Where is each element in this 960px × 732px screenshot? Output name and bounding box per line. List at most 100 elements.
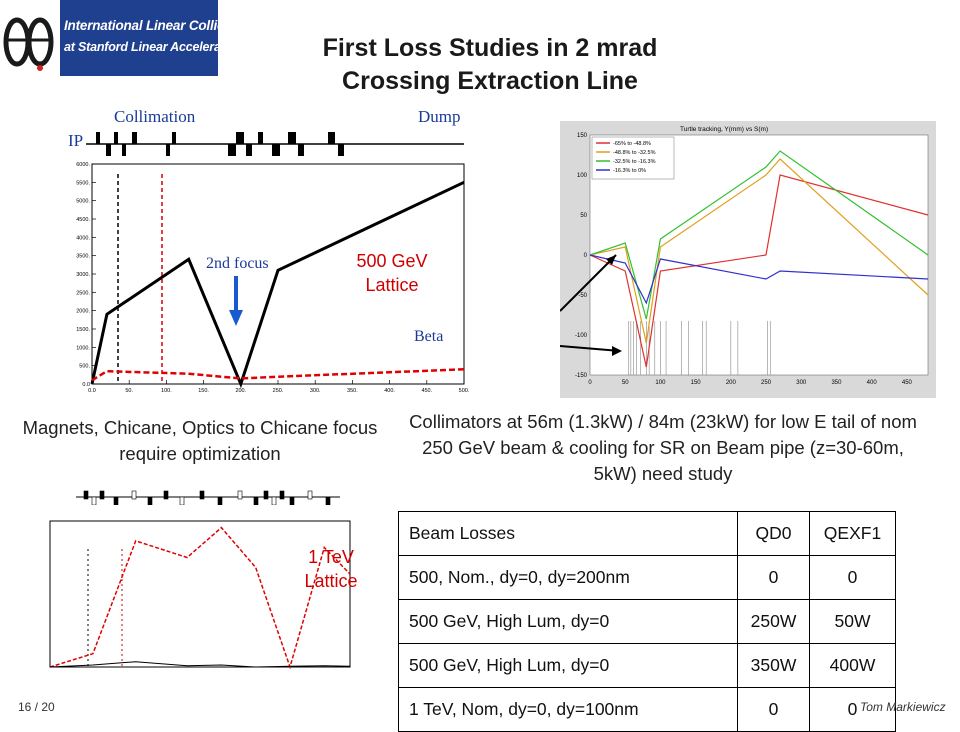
label-2nd-focus: 2nd focus [206, 255, 269, 272]
beta-function-figure-500gev: Collimation Dump IP 0.0 500. 1000. 1500. 200… [66, 104, 476, 400]
table-row: 500, Nom., dy=0, dy=200nm 0 0 [398, 555, 896, 600]
x-tick-label: 150. [198, 388, 209, 394]
magnet-element [172, 132, 176, 144]
magnet-element [147, 496, 153, 506]
y-tick-label: 3500. [76, 254, 90, 260]
ilc-logo: International Linear Collider at Stanfor… [0, 0, 218, 76]
magnet-element [166, 144, 170, 156]
legend-entry: -65% to -48.8% [613, 141, 651, 147]
magnet-element [179, 496, 185, 506]
y-tick-label: -50 [578, 293, 587, 299]
table-cell: 500, Nom., dy=0, dy=200nm [398, 555, 738, 600]
magnet-element [199, 490, 205, 500]
magnet-element [228, 144, 236, 156]
table-row: 500 GeV, High Lum, dy=0 250W 50W [398, 599, 896, 644]
magnet-element [122, 144, 126, 156]
lattice-label-1tev: 1 TeV Lattice [304, 547, 358, 591]
table-cell: 50W [809, 599, 896, 644]
x-tick-label: 350. [347, 388, 358, 394]
tracking-series-line [589, 158, 929, 344]
beta-function-figure-1tev [40, 489, 365, 684]
table-cell: 0 [809, 555, 896, 600]
legend-entry: -48.8% to -32.5% [613, 150, 656, 156]
legend-entry: -32.5% to -16.3% [613, 159, 656, 165]
turtle-tracking-plot: Turtle tracking, Y(mm) vs S(m) 150 100 50 0… [559, 121, 936, 398]
magnet-element [253, 496, 259, 506]
beta-x-line [90, 180, 465, 389]
y-tick-label: 0 [584, 253, 588, 259]
x-tick-label: 200. [235, 388, 246, 394]
page-number: 16 / 20 [18, 700, 55, 714]
y-tick-label: 5000. [76, 199, 90, 205]
magnet-element [289, 496, 295, 506]
caption-right: Collimators at 56m (1.3kW) / 84m (23kW) … [409, 411, 917, 484]
magnet-element [328, 132, 335, 144]
plot-title: Turtle tracking, Y(mm) vs S(m) [680, 126, 768, 133]
x-tick-label: 0.0 [88, 388, 96, 394]
tracking-series-line [589, 150, 929, 320]
x-tick-label: 500. [459, 388, 470, 394]
magnet-element [307, 490, 313, 500]
magnet-element [163, 490, 169, 500]
table-cell: 350W [737, 643, 810, 688]
legend-box [591, 136, 675, 180]
magnet-element [298, 144, 304, 156]
logo-line1: International Linear Collider [64, 18, 218, 33]
magnet-element [263, 490, 269, 500]
x-tick-label: 300. [310, 388, 321, 394]
y-tick-label: 4000. [76, 235, 90, 241]
y-tick-label: 4500. [76, 217, 90, 223]
y-tick-label: 6000. [76, 162, 90, 168]
table-cell: 500 GeV, High Lum, dy=0 [398, 599, 738, 644]
beta-x-line [49, 526, 351, 670]
table-cell: 0 [737, 555, 810, 600]
magnet-element [325, 496, 331, 506]
y-tick-label: 100 [577, 173, 588, 179]
beta-y-line [49, 661, 351, 668]
table-cell: 0 [737, 687, 810, 732]
ilc-logo-mark [0, 0, 60, 76]
turtle-tracking-figure: Turtle tracking, Y(mm) vs S(m) 150 100 50 0… [559, 121, 936, 398]
magnet-element [217, 496, 223, 506]
beta-y-line [91, 368, 465, 382]
x-tick-label: 400 [867, 380, 878, 386]
x-tick-label: 250 [761, 380, 772, 386]
x-tick-label: 450. [421, 388, 432, 394]
annotation-arrow-upper [559, 254, 617, 312]
title-line1: First Loss Studies in 2 mrad [322, 34, 658, 62]
y-tick-label: 1000. [76, 345, 90, 351]
tracking-series-line [589, 254, 929, 305]
x-tick-label: 50 [622, 380, 629, 386]
label-dump: Dump [418, 107, 461, 126]
magnet-element [237, 490, 243, 500]
logo-line2: at Stanford Linear Accelerator Center [64, 40, 218, 54]
table-row: 500 GeV, High Lum, dy=0 350W 400W [398, 643, 896, 688]
y-axis-ticks: 150 100 50 0 -50 -100 -150 [575, 133, 588, 379]
magnet-element [246, 144, 252, 156]
magnet-element [338, 144, 344, 156]
table-cell: 400W [809, 643, 896, 688]
label-ip: IP [68, 131, 83, 150]
magnet-element [132, 132, 137, 144]
x-tick-label: 100 [655, 380, 666, 386]
x-tick-label: 50. [125, 388, 133, 394]
slide-title: First Loss Studies in 2 mrad Crossing Ex… [240, 32, 740, 98]
magnet-element [288, 132, 296, 144]
caption-left: Magnets, Chicane, Optics to Chicane focu… [22, 417, 378, 464]
y-tick-label: 0.0 [82, 382, 90, 388]
x-tick-label: 0 [588, 380, 592, 386]
magnet-element [258, 132, 263, 144]
y-axis-ticks: 0.0 500. 1000. 1500. 2000. 2500. 3000. 3500. 400… [76, 162, 96, 388]
header-qd0: QD0 [737, 511, 810, 556]
tracking-lines [589, 150, 929, 368]
label-collimation: Collimation [114, 107, 196, 126]
x-tick-label: 250. [273, 388, 284, 394]
header-qexf1: QEXF1 [809, 511, 896, 556]
magnet-element [113, 496, 119, 506]
beta-function-plot: Collimation Dump IP 0.0 500. 1000. 1500. 200… [68, 107, 470, 394]
x-tick-label: 150 [691, 380, 702, 386]
annotation-arrow-lower [559, 345, 621, 352]
magnet-lattice-row [86, 132, 464, 156]
label-beta: Beta [414, 328, 443, 345]
magnet-element [279, 490, 285, 500]
